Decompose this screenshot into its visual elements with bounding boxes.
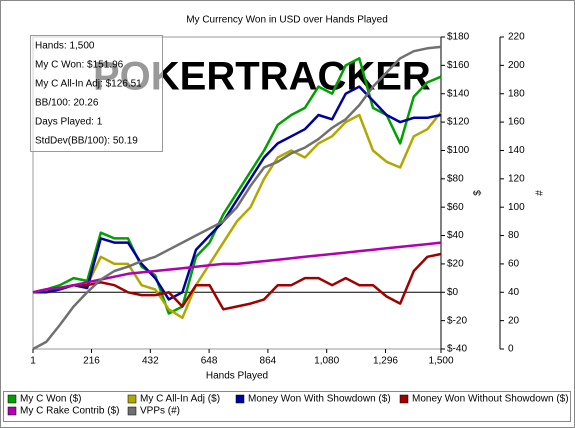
x-axis-label: Hands Played [206,371,268,382]
chart-title: My Currency Won in USD over Hands Played [186,15,388,26]
y-tick-label: $0 [447,287,459,298]
legend-label: Money Won Without Showdown ($) [412,394,569,405]
legend-swatch [127,406,137,416]
y2-tick-label: 180 [508,88,525,99]
y2-tick-label: 0 [508,344,514,355]
y-tick-label: $180 [447,32,470,43]
info-box [30,35,163,152]
legend-swatch [399,394,409,404]
legend-label: VPPs (#) [140,406,180,417]
y2-tick-label: 60 [508,259,520,270]
y-axis-label: $ [473,190,484,196]
series-line [32,45,442,351]
y-tick-label: $20 [447,259,464,270]
x-tick-label: 1,080 [314,356,339,367]
x-tick-label: 1,500 [428,356,453,367]
y2-tick-label: 40 [508,287,520,298]
legend-swatch [127,394,137,404]
y2-tick-label: 220 [508,32,525,43]
legend [3,391,571,422]
legend-label: My C All-In Adj ($) [140,394,220,405]
series-line [32,252,442,311]
x-tick-label: 648 [201,356,218,367]
x-tick-label: 216 [83,356,100,367]
y-tick-label: $80 [447,173,464,184]
y-tick-label: $40 [447,230,464,241]
series-line [33,85,442,301]
y-tick-label: $-40 [447,344,467,355]
x-tick-label: 1 [30,356,36,367]
info-line: StdDev(BB/100): 50.19 [35,136,138,147]
y2-tick-label: 80 [508,230,520,241]
legend-swatch [235,394,245,404]
legend-swatch [7,406,17,416]
x-tick-label: 432 [142,356,159,367]
x-tick-label: 864 [260,356,277,367]
y2-tick-label: 200 [508,60,525,71]
y2-tick-label: 160 [508,117,525,128]
info-line: Hands: 1,500 [35,41,95,52]
y2-tick-label: 140 [508,145,525,156]
info-line: BB/100: 20.26 [35,98,99,109]
y-tick-label: $140 [447,88,470,99]
series-line [32,57,442,315]
series-line [32,111,442,320]
y-tick-label: $120 [447,117,470,128]
y2-axis-label: # [535,190,546,196]
legend-label: My C Rake Contrib ($) [20,406,119,417]
legend-swatch [7,394,17,404]
info-line: My C Won: $151.96 [35,60,124,71]
legend-label: My C Won ($) [20,394,82,405]
y2-tick-label: 120 [508,173,525,184]
y-tick-label: $-20 [447,315,467,326]
info-line: My C All-In Adj: $126.51 [35,79,142,90]
legend-label: Money Won With Showdown ($) [248,394,391,405]
y-tick-label: $160 [447,60,470,71]
y2-tick-label: 20 [508,315,520,326]
x-tick-label: 1,296 [373,356,398,367]
y-tick-label: $100 [447,145,470,156]
info-line: Days Played: 1 [35,117,103,128]
y-tick-label: $60 [447,202,464,213]
y2-tick-label: 100 [508,202,525,213]
